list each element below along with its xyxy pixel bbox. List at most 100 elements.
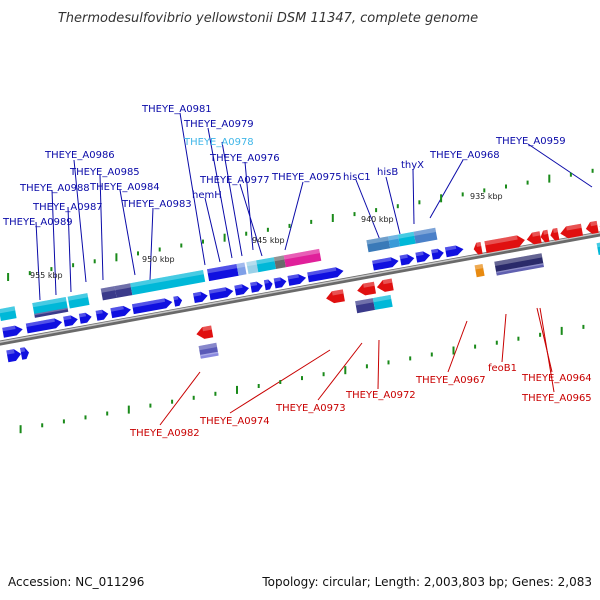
gene-arrow[interactable] (287, 274, 307, 286)
gene-arrow[interactable] (326, 289, 345, 304)
gene-arrow[interactable] (110, 305, 131, 319)
gene-arrow[interactable] (208, 287, 234, 301)
tick-mark (560, 326, 563, 335)
gene-arrow[interactable] (357, 281, 376, 296)
tick-mark (517, 336, 520, 341)
gene-arrow[interactable] (399, 254, 415, 266)
gene-arrow[interactable] (585, 220, 599, 234)
gene-label[interactable]: THEYE_A0979 (183, 119, 254, 130)
tick-mark (257, 384, 260, 388)
gene-label[interactable]: THEYE_A0985 (69, 167, 140, 178)
tick-mark (245, 231, 248, 236)
feature-block[interactable] (200, 351, 219, 359)
gene-arrow[interactable] (376, 278, 394, 292)
feature-block[interactable] (273, 255, 286, 269)
gene-arrow[interactable] (526, 231, 542, 245)
gene-arrow[interactable] (550, 228, 560, 241)
gene-arrow[interactable] (263, 279, 273, 291)
tick-mark (106, 411, 109, 416)
gene-arrow[interactable] (307, 267, 344, 283)
gene-arrow[interactable] (234, 284, 249, 296)
gene-label[interactable]: feoB1 (488, 363, 517, 374)
gene-arrow[interactable] (193, 291, 208, 303)
forward-gene-labels: THEYE_A0981 THEYE_A0979 THEYE_A0978 THEY… (2, 104, 566, 228)
tick-mark (301, 376, 303, 381)
gene-arrow[interactable] (95, 309, 109, 321)
feature-block[interactable] (372, 294, 393, 310)
gene-label[interactable]: THEYE_A0959 (495, 136, 566, 147)
topology-text: Topology: circular; Length: 2,003,803 bp… (261, 575, 592, 589)
gene-label[interactable]: THEYE_A0984 (89, 182, 160, 193)
gene-arrow[interactable] (484, 235, 525, 254)
gene-arrow[interactable] (78, 312, 92, 324)
gene-label[interactable]: THEYE_A0974 (199, 416, 270, 427)
gene-label[interactable]: THEYE_A0973 (275, 403, 346, 414)
gene-arrow[interactable] (196, 325, 214, 339)
gene-arrow[interactable] (250, 281, 263, 293)
gene-label[interactable]: THEYE_A0968 (429, 150, 500, 161)
tick-mark (41, 423, 44, 428)
gene-label[interactable]: hemH (192, 190, 222, 201)
gene-label[interactable]: THEYE_A0982 (129, 428, 200, 439)
tick-track (7, 168, 594, 434)
feature-block[interactable] (494, 253, 544, 274)
gene-arrow[interactable] (20, 347, 29, 360)
gene-label[interactable]: THEYE_A0989 (2, 217, 73, 228)
feature-block[interactable] (397, 231, 416, 247)
gene-arrow[interactable] (473, 242, 483, 255)
gene-label[interactable]: hisC1 (343, 172, 371, 183)
reverse-gene-labels: THEYE_A0967 feoB1 THEYE_A0964 THEYE_A096… (129, 363, 592, 439)
gene-label[interactable]: THEYE_A0964 (521, 373, 592, 384)
feature-block[interactable] (236, 262, 247, 276)
feature-block[interactable] (207, 264, 239, 282)
gene-label[interactable]: THEYE_A0977 (199, 175, 270, 186)
gene-label[interactable]: THEYE_A0972 (345, 390, 416, 401)
gene-arrow[interactable] (132, 298, 173, 315)
gene-arrow[interactable] (25, 318, 63, 334)
gene-label[interactable]: THEYE_A0978 (183, 137, 254, 148)
gene-label[interactable]: THEYE_A0988 (19, 183, 90, 194)
tick-mark (409, 356, 412, 361)
feature-block[interactable] (474, 264, 485, 278)
feature-block[interactable] (366, 236, 391, 253)
feature-block[interactable] (388, 234, 400, 249)
gene-label[interactable]: hisB (377, 167, 398, 178)
tick-mark (214, 391, 217, 396)
gene-arrow[interactable] (273, 277, 287, 289)
feature-block[interactable] (596, 241, 600, 255)
gene-arrow[interactable] (540, 229, 550, 243)
gene-arrow[interactable] (63, 315, 78, 327)
feature-block[interactable] (114, 283, 133, 298)
feature-block[interactable] (246, 260, 259, 274)
feature-block[interactable] (256, 257, 276, 273)
gene-label[interactable]: THEYE_A0987 (32, 202, 103, 213)
gene-arrow[interactable] (444, 245, 464, 258)
tick-mark (115, 253, 118, 262)
feature-block[interactable] (130, 270, 206, 296)
gene-arrow[interactable] (415, 251, 431, 263)
feature-block[interactable] (283, 248, 322, 268)
feature-block[interactable] (496, 263, 544, 276)
gene-label[interactable]: THEYE_A0981 (141, 104, 212, 115)
gene-arrow[interactable] (6, 349, 22, 363)
feature-block[interactable] (67, 293, 90, 309)
feature-block[interactable] (100, 286, 117, 301)
feature-block[interactable] (34, 307, 69, 318)
tick-mark (322, 372, 325, 377)
gene-label[interactable]: THEYE_A0983 (121, 199, 192, 210)
feature-block[interactable] (413, 227, 438, 244)
gene-arrow[interactable] (173, 296, 183, 307)
gene-label[interactable]: thyX (401, 160, 424, 171)
gene-label[interactable]: THEYE_A0976 (209, 153, 280, 164)
gene-arrow[interactable] (431, 248, 444, 260)
gene-arrow[interactable] (560, 223, 583, 239)
tick-mark (28, 271, 31, 276)
gene-arrow[interactable] (2, 325, 23, 338)
feature-block[interactable] (355, 298, 375, 314)
gene-arrow[interactable] (372, 257, 399, 271)
gene-label[interactable]: THEYE_A0965 (521, 393, 592, 404)
feature-block[interactable] (0, 306, 17, 321)
gene-label[interactable]: THEYE_A0986 (44, 150, 115, 161)
gene-label[interactable]: THEYE_A0975 (271, 172, 342, 183)
gene-label[interactable]: THEYE_A0967 (415, 375, 486, 386)
